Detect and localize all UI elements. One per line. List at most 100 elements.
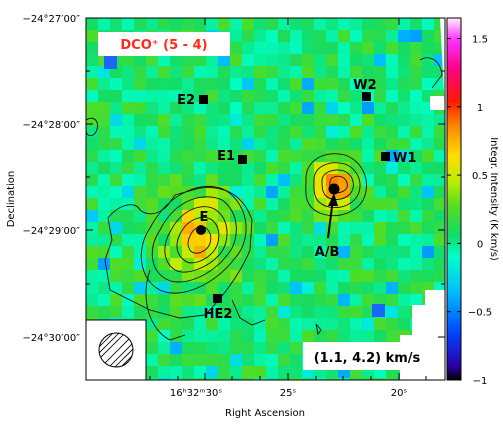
map-pixel xyxy=(110,258,122,270)
map-pixel xyxy=(314,198,326,210)
map-pixel xyxy=(434,114,445,126)
map-pixel xyxy=(146,18,158,30)
map-pixel xyxy=(350,114,362,126)
map-pixel xyxy=(326,90,338,102)
map-pixel xyxy=(182,174,194,186)
map-pixel xyxy=(278,30,290,42)
map-pixel xyxy=(386,18,398,30)
map-pixel xyxy=(134,222,146,234)
map-pixel xyxy=(86,90,98,102)
map-pixel xyxy=(410,114,422,126)
map-pixel xyxy=(170,18,182,30)
map-pixel xyxy=(374,210,386,222)
map-pixel xyxy=(290,150,302,162)
map-pixel xyxy=(350,318,362,330)
map-pixel xyxy=(242,42,254,54)
map-pixel xyxy=(362,114,374,126)
map-pixel xyxy=(86,30,98,42)
map-pixel xyxy=(122,90,134,102)
map-pixel xyxy=(230,174,242,186)
map-pixel xyxy=(98,138,110,150)
map-pixel xyxy=(104,56,117,69)
map-pixel xyxy=(158,306,170,318)
map-pixel xyxy=(386,90,398,102)
map-pixel xyxy=(254,294,266,306)
map-pixel xyxy=(98,90,110,102)
colorbar-ticks: −1 −0.5 0 0.5 1 1.5 xyxy=(447,34,492,387)
map-pixel xyxy=(170,294,182,306)
map-pixel xyxy=(170,378,182,380)
map-pixel xyxy=(398,258,410,270)
map-pixel xyxy=(170,102,182,114)
map-pixel xyxy=(158,270,170,282)
map-pixel xyxy=(98,174,110,186)
map-pixel xyxy=(410,78,422,90)
map-pixel xyxy=(194,18,206,30)
map-pixel xyxy=(278,354,290,366)
contour-AB-3 xyxy=(321,169,354,200)
map-pixel xyxy=(110,234,122,246)
map-pixel xyxy=(350,330,362,342)
map-pixel xyxy=(434,282,445,294)
map-pixel xyxy=(122,186,134,198)
map-pixel xyxy=(134,174,146,186)
map-pixel xyxy=(194,138,206,150)
map-pixel xyxy=(290,114,302,126)
map-pixel xyxy=(254,210,266,222)
map-pixel xyxy=(338,306,350,318)
map-pixel xyxy=(338,258,350,270)
map-pixel xyxy=(98,294,110,306)
map-pixel xyxy=(170,234,182,246)
map-pixel xyxy=(266,330,278,342)
map-pixel xyxy=(266,306,278,318)
map-pixel xyxy=(134,282,146,294)
map-pixel xyxy=(206,114,218,126)
map-pixel xyxy=(278,54,290,66)
map-pixel xyxy=(434,258,445,270)
map-pixel xyxy=(290,366,302,378)
map-pixel xyxy=(110,78,122,90)
map-pixel xyxy=(350,126,362,138)
map-pixel xyxy=(422,30,434,42)
map-pixel xyxy=(314,150,326,162)
map-pixel xyxy=(206,342,218,354)
map-pixel xyxy=(302,258,314,270)
map-pixel xyxy=(410,294,422,306)
source-markers: E2 E1 W2 W1 E A/B HE2 xyxy=(177,78,416,322)
map-pixel xyxy=(362,210,374,222)
beam-ellipse xyxy=(98,332,134,368)
map-pixel xyxy=(86,198,98,210)
map-pixel xyxy=(326,150,338,162)
map-pixel xyxy=(326,282,338,294)
map-pixel xyxy=(158,126,170,138)
map-pixel xyxy=(146,114,158,126)
map-pixel xyxy=(182,78,194,90)
map-pixel xyxy=(422,270,434,282)
map-pixel xyxy=(146,186,158,198)
map-pixel xyxy=(434,30,445,42)
map-pixel xyxy=(362,270,374,282)
map-pixel xyxy=(158,378,170,380)
map-pixel xyxy=(194,342,206,354)
map-pixel xyxy=(218,126,230,138)
map-pixel xyxy=(350,78,362,90)
map-pixel xyxy=(182,114,194,126)
map-pixel xyxy=(410,246,422,258)
map-pixel xyxy=(278,90,290,102)
map-pixel xyxy=(302,102,314,114)
map-pixel xyxy=(314,306,326,318)
map-pixel xyxy=(422,114,434,126)
map-pixel xyxy=(242,330,254,342)
map-pixel xyxy=(254,126,266,138)
map-pixel xyxy=(86,294,98,306)
map-pixel xyxy=(254,78,266,90)
map-pixel xyxy=(374,270,386,282)
map-pixel xyxy=(278,234,290,246)
map-pixel xyxy=(122,150,134,162)
blank-region-right-top xyxy=(430,18,445,110)
map-pixel xyxy=(146,258,158,270)
map-pixel xyxy=(326,18,338,30)
map-pixel xyxy=(434,42,445,54)
map-pixel xyxy=(290,342,302,354)
map-pixel xyxy=(350,138,362,150)
